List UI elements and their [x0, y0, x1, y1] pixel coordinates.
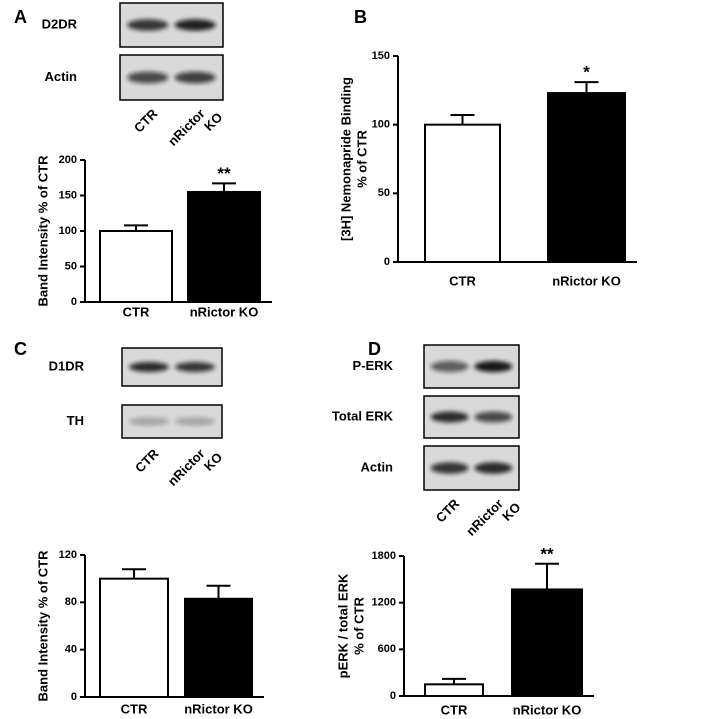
blot-band — [174, 71, 216, 84]
bar — [424, 683, 484, 697]
lane-label: CTR — [433, 496, 463, 526]
y-tick-label: 50 — [378, 187, 390, 199]
blot-band — [474, 411, 513, 423]
blot-band — [174, 19, 216, 31]
blot-band — [129, 417, 169, 426]
y-axis-label: Band Intensity % of CTR — [35, 550, 50, 702]
blot-band — [127, 19, 169, 31]
y-axis-label: pERK / total ERK — [335, 573, 350, 678]
y-axis-label: [3H] Nemonapride Binding — [338, 77, 353, 241]
blot-label: Total ERK — [332, 408, 394, 423]
y-tick-label: 0 — [384, 256, 390, 268]
y-axis-label: Band Intensity % of CTR — [35, 155, 50, 307]
y-tick-label: 100 — [372, 119, 390, 131]
lane-label: CTR — [132, 446, 162, 476]
blot-label: TH — [67, 413, 84, 428]
y-axis-label: % of CTR — [351, 597, 366, 655]
lane-label-line: CTR — [433, 496, 463, 526]
x-tick-label: nRictor KO — [552, 273, 621, 288]
blot-label: Actin — [45, 69, 78, 84]
lane-label: CTR — [131, 106, 161, 136]
lane-label-line: KO — [201, 449, 225, 473]
blot-label: P-ERK — [353, 358, 394, 373]
y-tick-label: 150 — [372, 50, 390, 62]
y-tick-label: 100 — [59, 225, 77, 237]
blot-band — [430, 411, 469, 423]
bar — [511, 588, 583, 698]
significance: * — [583, 63, 590, 82]
blot-band — [129, 362, 169, 372]
blot-band — [474, 462, 513, 474]
blot-band — [430, 462, 469, 474]
blot-band — [127, 71, 169, 84]
significance: ** — [540, 544, 554, 563]
lane-label-line: nRictor — [165, 446, 208, 489]
bar — [184, 597, 253, 698]
y-tick-label: 1800 — [372, 550, 396, 562]
y-tick-label: 120 — [59, 549, 77, 561]
x-tick-label: nRictor KO — [513, 702, 582, 717]
bar — [187, 190, 261, 303]
blot-band — [430, 360, 469, 373]
lane-label-line: CTR — [131, 106, 161, 136]
y-tick-label: 150 — [59, 189, 77, 201]
y-tick-label: 0 — [390, 690, 396, 702]
y-tick-label: 600 — [378, 643, 396, 655]
blot-band — [175, 417, 215, 426]
significance: ** — [217, 164, 231, 183]
y-tick-label: 0 — [71, 691, 77, 703]
bar — [99, 577, 169, 699]
panel-letter: B — [354, 7, 367, 27]
blot-label: Actin — [361, 459, 394, 474]
x-tick-label: nRictor KO — [184, 701, 253, 716]
panel-letter: C — [14, 339, 27, 359]
y-tick-label: 50 — [65, 260, 77, 272]
x-tick-label: CTR — [441, 702, 468, 717]
blot-band — [175, 362, 215, 372]
x-tick-label: nRictor KO — [190, 304, 259, 319]
y-tick-label: 80 — [65, 596, 77, 608]
blot-band — [474, 360, 513, 373]
lane-label-line: KO — [201, 109, 225, 133]
x-tick-label: CTR — [121, 701, 148, 716]
y-tick-label: 0 — [71, 296, 77, 308]
y-tick-label: 1200 — [372, 597, 396, 609]
x-tick-label: CTR — [123, 304, 150, 319]
bar — [547, 92, 626, 263]
blot-label: D1DR — [49, 358, 85, 373]
panel-letter: A — [14, 7, 27, 27]
blot-label: D2DR — [42, 16, 78, 31]
y-axis-label: % of CTR — [354, 130, 369, 188]
y-tick-label: 200 — [59, 154, 77, 166]
panel-letter: D — [368, 339, 381, 359]
panel: B 0 50 100 150 [3H] Nemonapride Binding% of C… — [338, 7, 637, 288]
lane-label-line: CTR — [132, 446, 162, 476]
lane-label-line: nRictor — [463, 496, 506, 539]
bar — [424, 123, 501, 263]
lane-label-line: KO — [499, 499, 523, 523]
x-tick-label: CTR — [449, 273, 476, 288]
bar — [99, 230, 173, 303]
y-tick-label: 40 — [65, 644, 77, 656]
lane-label-line: nRictor — [165, 106, 208, 149]
